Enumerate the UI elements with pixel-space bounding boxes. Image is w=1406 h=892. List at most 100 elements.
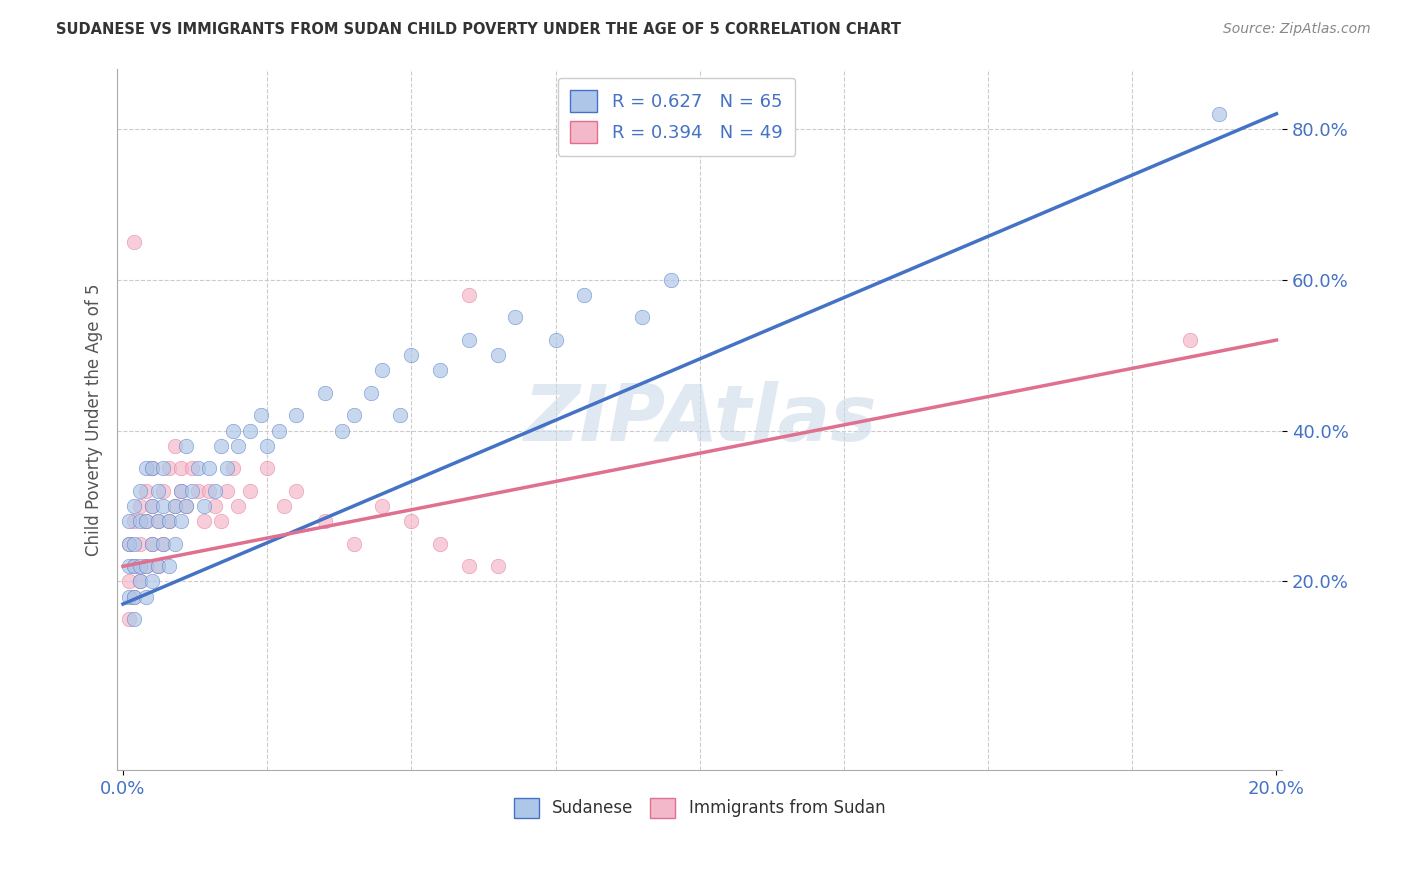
Point	[204, 499, 226, 513]
Point	[544, 333, 567, 347]
Point	[152, 483, 174, 498]
Point	[163, 439, 186, 453]
Point	[141, 537, 163, 551]
Point	[239, 483, 262, 498]
Point	[187, 461, 209, 475]
Point	[124, 514, 146, 528]
Point	[343, 409, 366, 423]
Point	[429, 363, 451, 377]
Point	[631, 310, 654, 325]
Point	[267, 424, 290, 438]
Point	[486, 348, 509, 362]
Point	[129, 559, 152, 574]
Point	[146, 483, 169, 498]
Point	[157, 559, 180, 574]
Point	[163, 499, 186, 513]
Point	[458, 333, 481, 347]
Point	[388, 409, 411, 423]
Point	[1208, 107, 1230, 121]
Point	[239, 424, 262, 438]
Point	[152, 537, 174, 551]
Point	[118, 559, 141, 574]
Point	[129, 574, 152, 589]
Point	[330, 424, 353, 438]
Point	[314, 514, 336, 528]
Point	[157, 514, 180, 528]
Point	[118, 574, 141, 589]
Point	[129, 537, 152, 551]
Point	[215, 483, 238, 498]
Point	[124, 590, 146, 604]
Point	[176, 499, 198, 513]
Point	[163, 537, 186, 551]
Point	[157, 461, 180, 475]
Point	[221, 424, 243, 438]
Point	[256, 439, 278, 453]
Point	[371, 499, 394, 513]
Point	[169, 483, 191, 498]
Point	[118, 514, 141, 528]
Point	[124, 559, 146, 574]
Point	[503, 310, 526, 325]
Point	[343, 537, 366, 551]
Point	[215, 461, 238, 475]
Point	[193, 499, 215, 513]
Point	[169, 461, 191, 475]
Point	[181, 483, 204, 498]
Point	[360, 385, 382, 400]
Point	[181, 461, 204, 475]
Point	[226, 499, 249, 513]
Point	[198, 483, 221, 498]
Point	[141, 537, 163, 551]
Point	[124, 499, 146, 513]
Y-axis label: Child Poverty Under the Age of 5: Child Poverty Under the Age of 5	[86, 283, 103, 556]
Point	[135, 590, 157, 604]
Point	[118, 590, 141, 604]
Point	[256, 461, 278, 475]
Text: SUDANESE VS IMMIGRANTS FROM SUDAN CHILD POVERTY UNDER THE AGE OF 5 CORRELATION C: SUDANESE VS IMMIGRANTS FROM SUDAN CHILD …	[56, 22, 901, 37]
Point	[401, 348, 423, 362]
Point	[204, 483, 226, 498]
Text: Source: ZipAtlas.com: Source: ZipAtlas.com	[1223, 22, 1371, 37]
Point	[135, 514, 157, 528]
Point	[135, 514, 157, 528]
Point	[226, 439, 249, 453]
Point	[129, 574, 152, 589]
Point	[198, 461, 221, 475]
Point	[146, 514, 169, 528]
Point	[193, 514, 215, 528]
Point	[124, 559, 146, 574]
Point	[152, 537, 174, 551]
Point	[176, 439, 198, 453]
Point	[124, 590, 146, 604]
Point	[187, 483, 209, 498]
Point	[135, 461, 157, 475]
Point	[176, 499, 198, 513]
Point	[129, 499, 152, 513]
Point	[152, 499, 174, 513]
Point	[152, 461, 174, 475]
Point	[1178, 333, 1201, 347]
Point	[135, 483, 157, 498]
Point	[574, 287, 596, 301]
Text: ZIPAtlas: ZIPAtlas	[523, 381, 876, 458]
Point	[285, 483, 308, 498]
Legend: Sudanese, Immigrants from Sudan: Sudanese, Immigrants from Sudan	[508, 791, 891, 825]
Point	[118, 537, 141, 551]
Point	[146, 559, 169, 574]
Point	[141, 461, 163, 475]
Point	[124, 235, 146, 249]
Point	[209, 439, 232, 453]
Point	[429, 537, 451, 551]
Point	[118, 537, 141, 551]
Point	[141, 499, 163, 513]
Point	[273, 499, 295, 513]
Point	[146, 514, 169, 528]
Point	[659, 273, 682, 287]
Point	[135, 559, 157, 574]
Point	[486, 559, 509, 574]
Point	[371, 363, 394, 377]
Point	[163, 499, 186, 513]
Point	[209, 514, 232, 528]
Point	[169, 514, 191, 528]
